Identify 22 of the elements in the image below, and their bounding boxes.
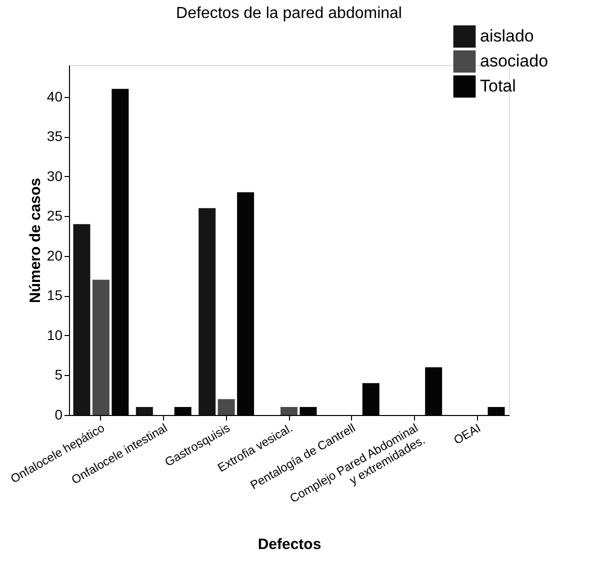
bar [73, 224, 90, 415]
y-tick-label: 30 [46, 168, 63, 184]
x-axis-title: Defectos [258, 536, 322, 554]
y-tick-label: 10 [46, 326, 63, 343]
y-tick-label: 35 [46, 128, 63, 144]
y-tick-label: 25 [46, 208, 63, 224]
x-tick-label: OEAI [451, 420, 484, 448]
bar [136, 407, 153, 415]
y-tick-label: 15 [46, 287, 63, 304]
legend-label: aislado [480, 26, 534, 46]
bar [198, 208, 216, 415]
bar [280, 407, 298, 415]
chart-title: Defectos de la pared abdominal [176, 5, 402, 22]
y-tick-label: 20 [46, 247, 63, 264]
y-tick-label: 0 [54, 406, 63, 422]
bar [218, 399, 235, 415]
legend-label: asociado [480, 52, 548, 70]
y-axis-title: Número de casos [26, 178, 44, 304]
y-tick-label: 40 [46, 88, 63, 104]
y-tick-label: 5 [54, 366, 63, 383]
legend-label: Total [480, 76, 516, 96]
bar [92, 280, 110, 415]
